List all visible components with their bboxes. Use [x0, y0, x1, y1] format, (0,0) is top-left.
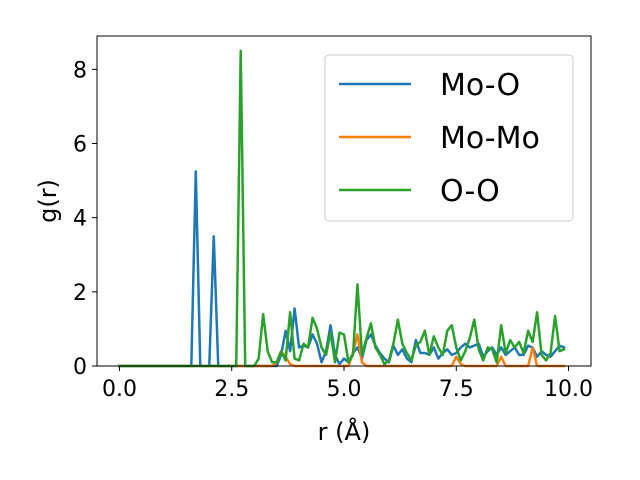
y-tick-label: 8: [73, 58, 87, 83]
y-tick-label: 6: [73, 133, 87, 158]
x-tick-label: 7.5: [439, 377, 474, 402]
x-tick-label: 10.0: [544, 377, 593, 402]
x-tick-label: 2.5: [214, 377, 249, 402]
plot-area: 0.0 2.5 5.0 7.5 10.0 0 2 4 6 8: [73, 35, 593, 402]
y-axis-label: g(r): [34, 179, 62, 223]
x-tick-label: 5.0: [327, 377, 362, 402]
x-tick-label: 0.0: [102, 377, 137, 402]
series-line-mo-o: [118, 170, 566, 368]
legend-label: O-O: [440, 174, 500, 209]
x-axis-ticks: 0.0 2.5 5.0 7.5 10.0: [102, 366, 593, 402]
y-tick-label: 0: [73, 355, 87, 380]
y-tick-label: 2: [73, 281, 87, 306]
y-axis-ticks: 0 2 4 6 8: [73, 58, 97, 380]
legend: Mo-O Mo-Mo O-O: [324, 54, 574, 222]
x-axis-label: r (Å): [318, 417, 371, 446]
series-line-o-o: [118, 49, 566, 368]
legend-box: [324, 54, 574, 222]
legend-label: Mo-O: [440, 68, 520, 103]
legend-label: Mo-Mo: [440, 121, 540, 156]
y-tick-label: 4: [73, 207, 87, 232]
